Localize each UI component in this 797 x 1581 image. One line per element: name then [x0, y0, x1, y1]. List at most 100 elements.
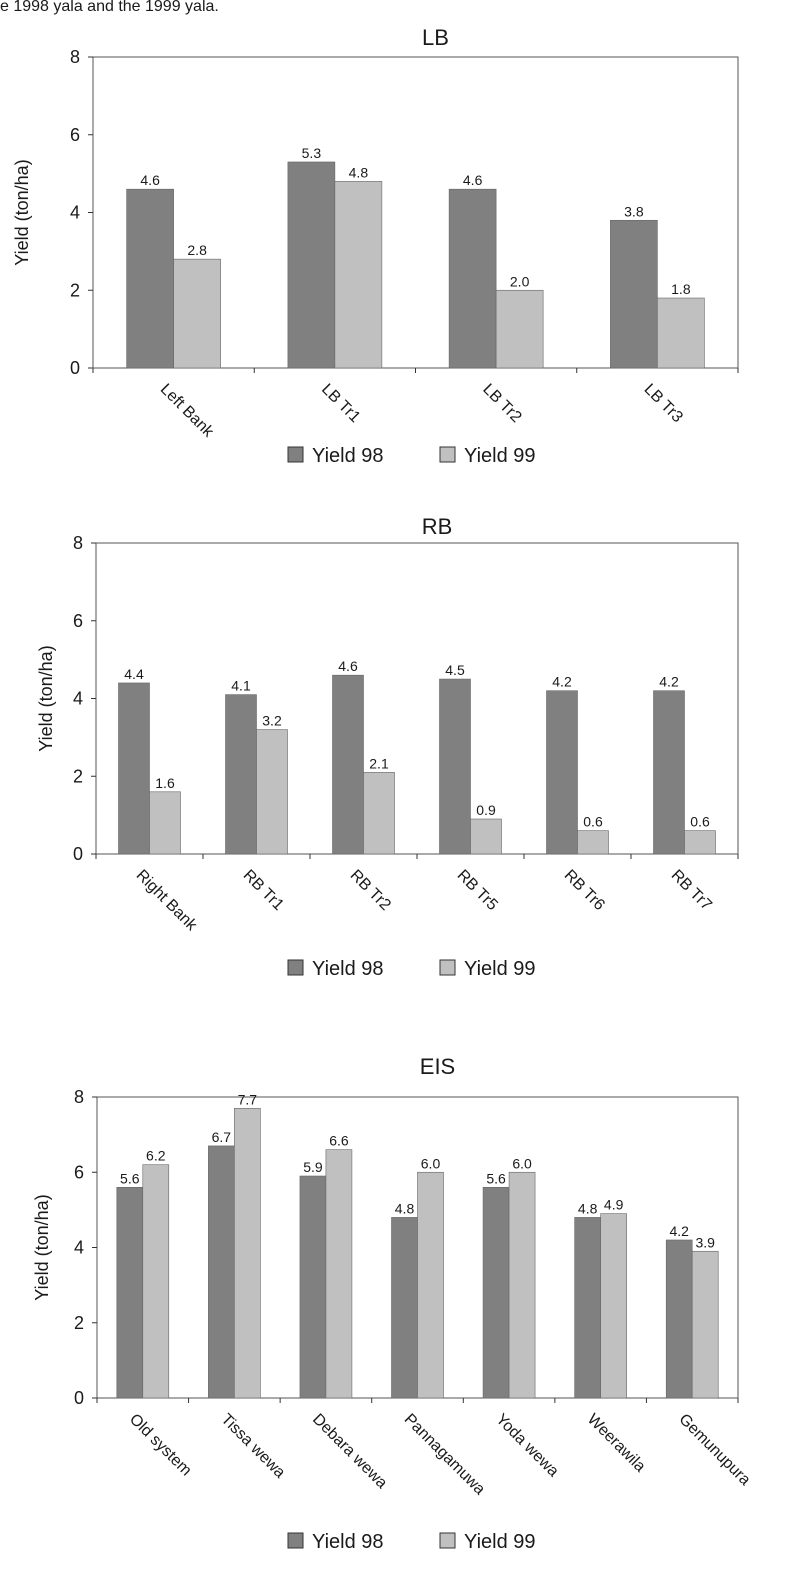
legend-swatch [439, 1532, 456, 1549]
bar-yield-99 [142, 1164, 170, 1399]
bar-yield-98 [126, 188, 174, 369]
data-label: 6.6 [329, 1133, 349, 1149]
data-label: 6.0 [421, 1155, 441, 1171]
y-tick-label: 6 [70, 125, 80, 145]
y-tick-label: 0 [73, 844, 83, 864]
bar-yield-98 [574, 1217, 601, 1399]
legend-swatch [287, 959, 304, 976]
category-label: Left Bank [157, 381, 218, 442]
data-label: 4.2 [659, 674, 679, 690]
y-tick-label: 0 [74, 1388, 84, 1408]
bar-yield-99 [417, 1171, 444, 1399]
legend-label: Yield 99 [464, 958, 536, 980]
bar-yield-99 [577, 830, 609, 855]
figure-caption: e 1998 yala and the 1999 yala. [0, 0, 219, 15]
plot-frame [95, 542, 739, 855]
legend-swatch [439, 446, 456, 463]
data-label: 4.9 [604, 1197, 624, 1213]
category-label: RB Tr5 [454, 867, 501, 914]
category-label: Yoda wewa [492, 1411, 562, 1481]
bar-yield-98 [482, 1187, 510, 1399]
bar-yield-99 [684, 830, 716, 855]
legend-label: Yield 99 [464, 445, 536, 467]
data-label: 4.6 [140, 172, 160, 188]
bar-yield-98 [653, 690, 685, 855]
data-label: 4.6 [338, 658, 358, 674]
y-tick-label: 2 [70, 280, 80, 300]
bar-yield-99 [495, 289, 544, 369]
y-tick-label: 4 [74, 1238, 84, 1258]
legend-label: Yield 98 [312, 958, 384, 980]
bar-yield-98 [208, 1145, 235, 1399]
bar-yield-98 [665, 1239, 693, 1399]
data-label: 4.5 [445, 662, 465, 678]
bar-yield-99 [657, 297, 705, 369]
category-label: RB Tr7 [668, 867, 715, 914]
data-label: 4.8 [349, 164, 369, 180]
bar-yield-98 [332, 674, 364, 855]
bar-yield-98 [118, 682, 150, 855]
data-label: 1.6 [155, 775, 175, 791]
y-tick-label: 8 [70, 47, 80, 67]
data-label: 5.6 [120, 1170, 140, 1186]
data-label: 2.1 [369, 755, 389, 771]
y-tick-label: 4 [73, 689, 83, 709]
y-axis-label: Yield (ton/ha) [12, 159, 32, 265]
data-label: 5.6 [486, 1170, 506, 1186]
legend-label: Yield 98 [312, 1531, 384, 1553]
bar-yield-99 [508, 1171, 536, 1399]
bar-yield-98 [448, 188, 497, 369]
category-label: LB Tr2 [479, 381, 524, 426]
category-label: Right Bank [133, 867, 201, 935]
bar-yield-99 [173, 258, 221, 369]
bar-yield-99 [256, 729, 288, 855]
category-label: Weerawila [584, 1411, 649, 1476]
data-label: 4.2 [552, 674, 572, 690]
data-label: 0.6 [583, 814, 603, 830]
data-label: 6.2 [146, 1148, 166, 1164]
data-label: 0.9 [476, 802, 496, 818]
category-label: LB Tr3 [641, 381, 686, 426]
bar-yield-98 [287, 161, 336, 369]
chart-title: LB [422, 25, 449, 50]
category-label: Old system [126, 1411, 195, 1480]
bar-yield-99 [470, 818, 502, 855]
data-label: 3.8 [624, 203, 644, 219]
category-label: RB Tr2 [347, 867, 394, 914]
bar-yield-99 [149, 791, 181, 855]
data-label: 2.0 [510, 273, 530, 289]
bar-yield-99 [600, 1213, 627, 1399]
category-label: Debara wewa [309, 1411, 390, 1492]
data-label: 5.3 [302, 145, 322, 161]
bar-yield-99 [334, 181, 383, 369]
bar-yield-98 [116, 1187, 144, 1399]
data-label: 4.1 [231, 678, 251, 694]
bar-yield-98 [299, 1175, 327, 1399]
bar-yield-98 [225, 694, 257, 855]
chart-rb: RB 0 2 4 6 8 Yield (ton/ha) 4.4 1.6 Right Bank 4.1… [36, 514, 739, 980]
y-tick-label: 0 [70, 358, 80, 378]
category-label: Gemunupura [675, 1411, 753, 1489]
y-tick-label: 8 [73, 533, 83, 553]
data-label: 7.7 [238, 1091, 258, 1107]
bar-yield-98 [546, 690, 578, 855]
category-label: RB Tr6 [561, 867, 608, 914]
data-label: 1.8 [671, 281, 691, 297]
data-label: 3.2 [262, 713, 282, 729]
bar-yield-99 [363, 772, 395, 855]
category-label: Pannagamuwa [401, 1411, 489, 1499]
legend-swatch [439, 959, 456, 976]
data-label: 6.7 [212, 1129, 232, 1145]
data-label: 4.8 [578, 1200, 598, 1216]
legend-swatch [287, 446, 304, 463]
data-label: 4.4 [124, 666, 144, 682]
chart-lb: LB 0 2 4 6 8 Yield (ton/ha) 4.6 2.8 Left Bank 5.3 4… [12, 25, 739, 467]
chart-eis: EIS 0 2 4 6 8 Yield (ton/ha) 5.6 6.2 Old system 6.… [32, 1054, 754, 1553]
y-tick-label: 8 [74, 1087, 84, 1107]
legend-label: Yield 98 [312, 445, 384, 467]
y-tick-label: 2 [74, 1313, 84, 1333]
category-label: Tissa wewa [218, 1411, 289, 1482]
bar-yield-99 [234, 1107, 261, 1399]
chart-title: RB [422, 514, 453, 539]
y-axis-label: Yield (ton/ha) [32, 1194, 52, 1300]
